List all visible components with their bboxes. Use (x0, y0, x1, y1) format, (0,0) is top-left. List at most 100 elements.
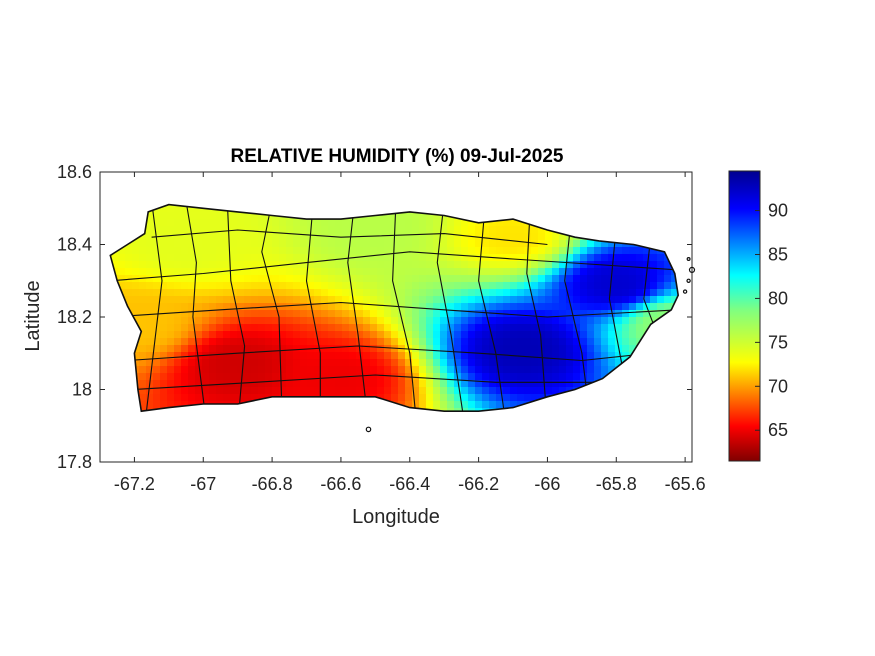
humidity-cell (272, 226, 280, 234)
humidity-cell (405, 359, 413, 367)
humidity-cell (349, 261, 357, 269)
humidity-cell (489, 387, 497, 395)
humidity-cell (167, 310, 175, 318)
humidity-cell (391, 352, 399, 360)
humidity-cell (160, 352, 168, 360)
humidity-cell (601, 282, 609, 290)
humidity-cell (160, 247, 168, 255)
humidity-cell (566, 352, 574, 360)
humidity-cell (384, 282, 392, 290)
humidity-cell (391, 338, 399, 346)
humidity-cell (342, 254, 350, 262)
humidity-cell (300, 303, 308, 311)
humidity-cell (251, 289, 259, 297)
humidity-cell (244, 247, 252, 255)
humidity-cell (594, 331, 602, 339)
humidity-cell (328, 380, 336, 388)
humidity-cell (440, 219, 448, 227)
humidity-cell (272, 240, 280, 248)
humidity-cell (440, 275, 448, 283)
humidity-cell (279, 387, 287, 395)
humidity-cell (181, 296, 189, 304)
humidity-cell (188, 205, 196, 213)
humidity-cell (153, 331, 161, 339)
humidity-cell (454, 401, 462, 409)
humidity-cell (314, 296, 322, 304)
humidity-cell (342, 331, 350, 339)
humidity-cell (244, 359, 252, 367)
humidity-cell (524, 331, 532, 339)
humidity-cell (230, 359, 238, 367)
humidity-cell (601, 247, 609, 255)
humidity-cell (622, 247, 630, 255)
humidity-cell (531, 247, 539, 255)
humidity-cell (356, 268, 364, 276)
humidity-cell (230, 261, 238, 269)
humidity-cell (454, 275, 462, 283)
humidity-cell (265, 296, 273, 304)
humidity-cell (503, 303, 511, 311)
humidity-cell (160, 282, 168, 290)
humidity-cell (307, 352, 315, 360)
humidity-cell (237, 338, 245, 346)
humidity-cell (244, 303, 252, 311)
colorbar-tick-label: 80 (768, 288, 788, 308)
humidity-cell (489, 352, 497, 360)
humidity-cell (531, 359, 539, 367)
humidity-cell (223, 289, 231, 297)
humidity-cell (377, 268, 385, 276)
humidity-cell (335, 268, 343, 276)
humidity-cell (573, 282, 581, 290)
humidity-cell (286, 380, 294, 388)
humidity-cell (545, 303, 553, 311)
humidity-cell (405, 240, 413, 248)
humidity-cell (601, 240, 609, 248)
humidity-cell (489, 247, 497, 255)
humidity-cell (209, 296, 217, 304)
humidity-cell (433, 387, 441, 395)
humidity-cell (433, 303, 441, 311)
humidity-cell (160, 401, 168, 409)
humidity-cell (412, 401, 420, 409)
humidity-cell (461, 303, 469, 311)
humidity-cell (272, 261, 280, 269)
humidity-cell (223, 240, 231, 248)
humidity-cell (447, 387, 455, 395)
humidity-cell (230, 338, 238, 346)
humidity-cell (153, 338, 161, 346)
humidity-cell (195, 205, 203, 213)
humidity-cell (370, 296, 378, 304)
humidity-cell (265, 380, 273, 388)
humidity-cell (370, 324, 378, 332)
humidity-cell (125, 247, 133, 255)
humidity-cell (307, 324, 315, 332)
humidity-cell (398, 247, 406, 255)
humidity-cell (349, 310, 357, 318)
humidity-cell (552, 261, 560, 269)
humidity-cell (475, 373, 483, 381)
humidity-cell (286, 296, 294, 304)
humidity-cell (265, 268, 273, 276)
humidity-cell (461, 268, 469, 276)
humidity-cell (517, 380, 525, 388)
humidity-cell (587, 352, 595, 360)
humidity-cell (538, 226, 546, 234)
humidity-cell (328, 261, 336, 269)
humidity-cell (559, 261, 567, 269)
humidity-cell (139, 261, 147, 269)
municipality-border (478, 204, 507, 412)
humidity-cell (342, 317, 350, 325)
humidity-cell (489, 282, 497, 290)
humidity-cell (594, 366, 602, 374)
humidity-cell (426, 289, 434, 297)
humidity-cell (237, 254, 245, 262)
humidity-cell (279, 310, 287, 318)
humidity-cell (349, 282, 357, 290)
humidity-cell (412, 338, 420, 346)
humidity-cell (608, 317, 616, 325)
humidity-cell (391, 289, 399, 297)
humidity-cell (188, 296, 196, 304)
humidity-cell (167, 212, 175, 220)
humidity-cell (482, 352, 490, 360)
humidity-cell (349, 338, 357, 346)
